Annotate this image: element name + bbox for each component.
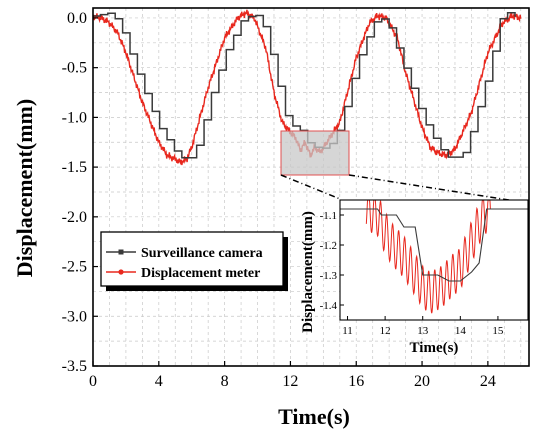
y-tick-label: -2.5 xyxy=(62,259,87,276)
legend-marker-camera xyxy=(118,249,124,255)
inset-x-tick-label: 13 xyxy=(417,325,429,337)
x-tick-label: 8 xyxy=(221,373,229,390)
y-axis-title: Displacement(mm) xyxy=(12,99,37,277)
y-tick-label: -1.0 xyxy=(62,109,87,126)
inset-x-axis-title: Time(s) xyxy=(410,340,459,356)
inset-y-tick-label: -1.2 xyxy=(320,240,337,252)
legend-label-camera: Surveillance camera xyxy=(141,246,263,261)
x-tick-label: 12 xyxy=(282,373,298,390)
y-tick-label: -3.5 xyxy=(62,358,87,375)
inset-series xyxy=(340,199,528,314)
legend-label-meter: Displacement meter xyxy=(141,266,260,281)
inset-background xyxy=(340,200,528,320)
inset-x-tick-label: 11 xyxy=(342,325,353,337)
inset-series-line-displacement-meter xyxy=(365,199,491,314)
x-tick-label: 20 xyxy=(414,373,430,390)
x-tick-label: 4 xyxy=(155,373,163,390)
inset-y-tick-label: -1.4 xyxy=(320,300,338,312)
inset-frame xyxy=(339,199,529,321)
legend-box xyxy=(100,231,284,287)
y-tick-label: 0.0 xyxy=(67,10,87,27)
x-tick-label: 0 xyxy=(89,373,97,390)
inset-series-line-surveillance-camera xyxy=(340,208,528,282)
inset-chart: 11 12 13 14 15 -1.1 -1.2 -1.3 -1.4 Time(s) Displ… xyxy=(300,199,529,356)
series-line-surveillance-camera xyxy=(93,12,516,159)
inset-x-tick-label: 15 xyxy=(492,325,504,337)
inset-ticks: 11 12 13 14 15 -1.1 -1.2 -1.3 -1.4 xyxy=(320,210,504,337)
inset-x-tick-label: 14 xyxy=(455,325,467,337)
plot-frame xyxy=(92,7,530,367)
inset-x-tick-label: 12 xyxy=(380,325,391,337)
y-tick-label: -2.0 xyxy=(62,209,87,226)
y-tick-label: -3.0 xyxy=(62,308,87,325)
y-tick-label: -0.5 xyxy=(62,60,87,77)
main-ticks: 0 4 8 12 16 20 24 0.0 -0.5 -1.0 -1.5 -2.0 -2.5 -3.0 -3… xyxy=(62,10,496,390)
x-tick-label: 16 xyxy=(348,373,364,390)
legend-marker-meter xyxy=(118,269,124,275)
x-axis-title: Time(s) xyxy=(278,404,350,429)
x-tick-label: 24 xyxy=(480,373,496,390)
inset-y-tick-label: -1.1 xyxy=(320,210,337,222)
inset-y-tick-label: -1.3 xyxy=(320,270,338,282)
zoom-region xyxy=(280,130,350,176)
inset-y-axis-title: Displacement(mm) xyxy=(300,211,316,333)
y-tick-label: -1.5 xyxy=(62,159,87,176)
zoom-connector-right xyxy=(348,174,529,204)
legend: Surveillance camera Displacement meter xyxy=(100,231,288,291)
zoom-connector-left xyxy=(280,174,341,200)
